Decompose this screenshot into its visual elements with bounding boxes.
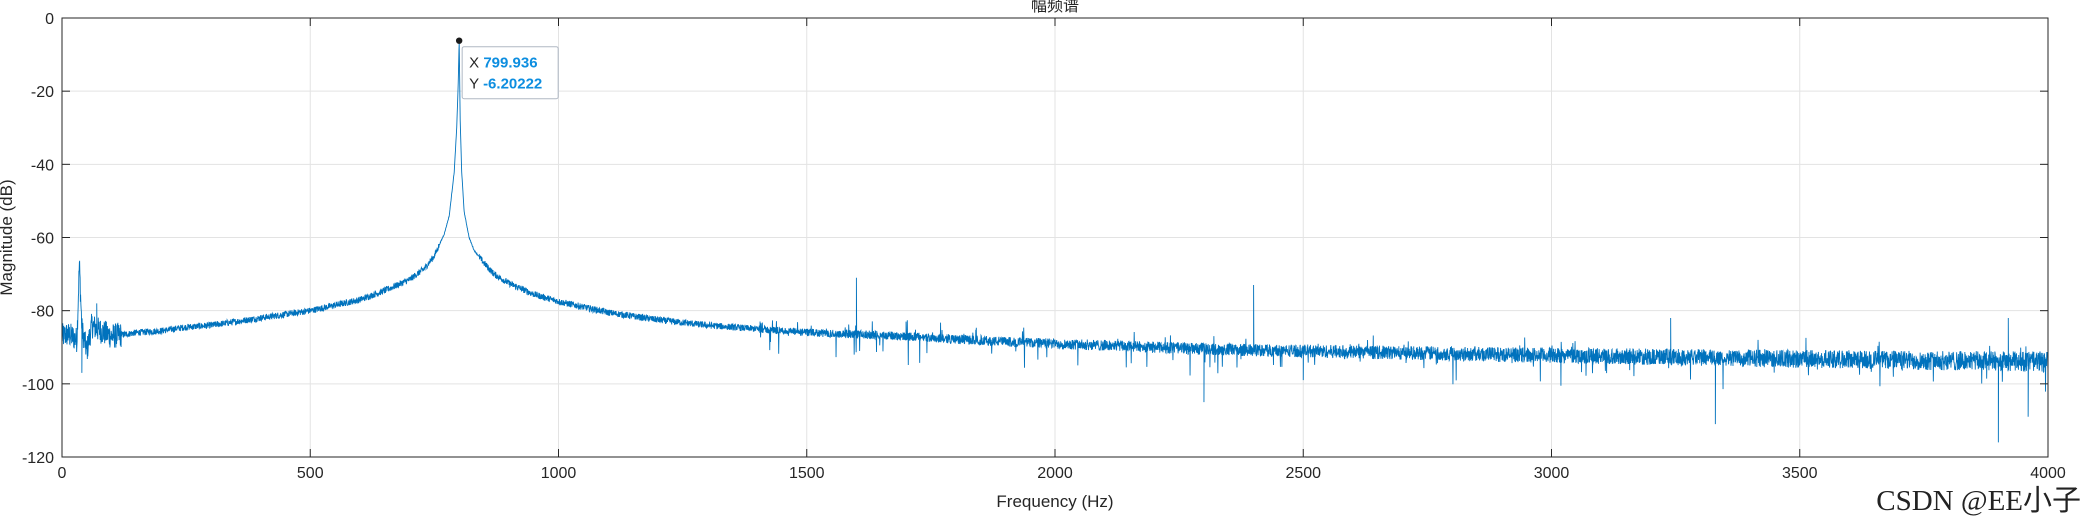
datatip-x-label: X [469,55,483,72]
x-tick-label: 2500 [1285,465,1321,482]
y-tick-label: -80 [31,304,54,321]
datatip-y-row: Y -6.20222 [469,76,542,93]
csdn-watermark: CSDN @EE小子 [1872,484,2085,518]
x-axis-label: Frequency (Hz) [996,492,1113,511]
y-tick-label: -100 [22,377,54,394]
axes-layer [61,17,2049,458]
chart-title: 幅频谱 [1031,0,1079,15]
x-tick-label: 0 [58,465,67,482]
x-tick-label: 500 [297,465,324,482]
datatip-x-row: X 799.936 [469,55,537,72]
datatip-y-value: -6.20222 [483,76,542,93]
x-tick-label: 3500 [1782,465,1818,482]
datatip-x-value: 799.936 [483,55,537,72]
datatip-marker [455,37,463,44]
x-tick-label: 2000 [1037,465,1073,482]
grid-layer [61,17,2049,458]
series-layer [61,42,2049,443]
datatip-box [461,46,559,100]
y-axis-label: Magnitude (dB) [0,179,16,295]
y-tick-label: -120 [22,450,54,467]
y-tick-label: -20 [31,84,54,101]
y-tick-label: 0 [45,11,54,28]
x-tick-label: 1500 [789,465,825,482]
x-tick-label: 4000 [2030,465,2066,482]
x-tick-label: 1000 [541,465,577,482]
spectrum-line [61,42,2049,443]
x-tick-label: 3000 [1534,465,1570,482]
datatip-y-label: Y [469,76,483,93]
y-tick-label: -60 [31,231,54,248]
label-layer: 0 500 1000 1500 2000 2500 3000 3500 4000 0 -20 -40 -… [0,0,2066,511]
y-tick-label: -40 [31,157,54,174]
